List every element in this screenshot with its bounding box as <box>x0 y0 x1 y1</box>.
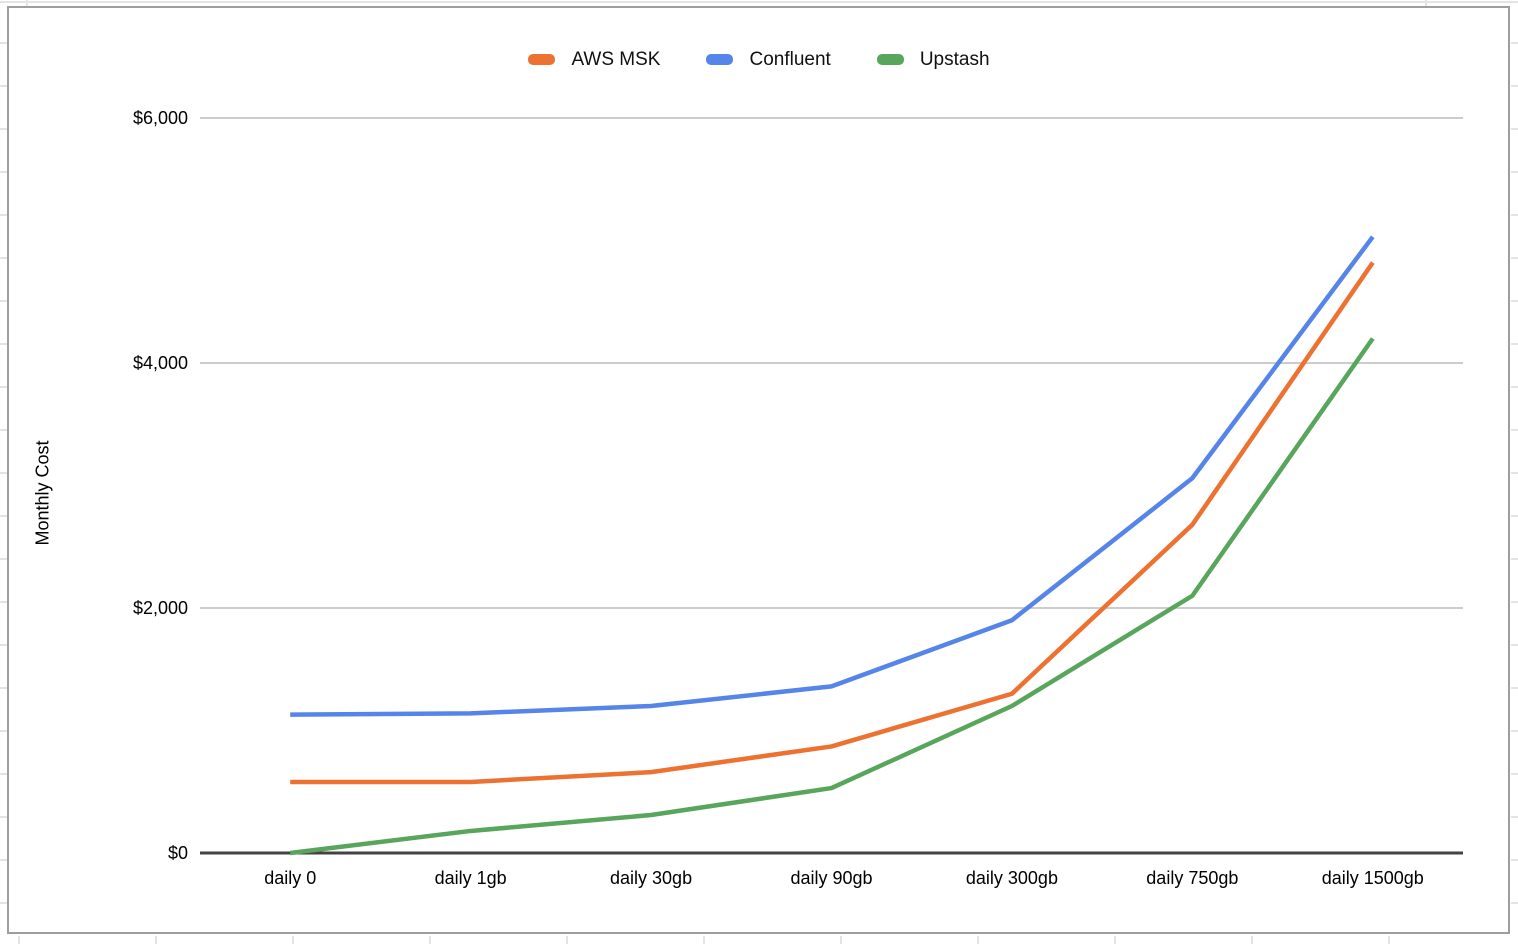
x-tick-label: daily 1500gb <box>1321 868 1424 888</box>
x-tick-label: daily 90gb <box>790 868 873 888</box>
y-axis-title: Monthly Cost <box>32 440 53 546</box>
x-tick-label: daily 750gb <box>1146 868 1239 888</box>
x-tick-label: daily 30gb <box>610 868 693 888</box>
y-tick-label: $2,000 <box>132 598 188 618</box>
y-tick-label: $0 <box>167 843 188 863</box>
series-line-aws-msk <box>290 261 1375 785</box>
x-tick-label: daily 300gb <box>965 868 1058 888</box>
series-line-confluent <box>290 235 1375 717</box>
y-tick-label: $6,000 <box>132 108 188 128</box>
x-tick-label: daily 0 <box>264 868 317 888</box>
x-tick-label: daily 1gb <box>434 868 507 888</box>
series-line-upstash <box>289 337 1375 856</box>
chart[interactable] <box>7 6 1510 934</box>
y-tick-label: $4,000 <box>132 353 188 373</box>
